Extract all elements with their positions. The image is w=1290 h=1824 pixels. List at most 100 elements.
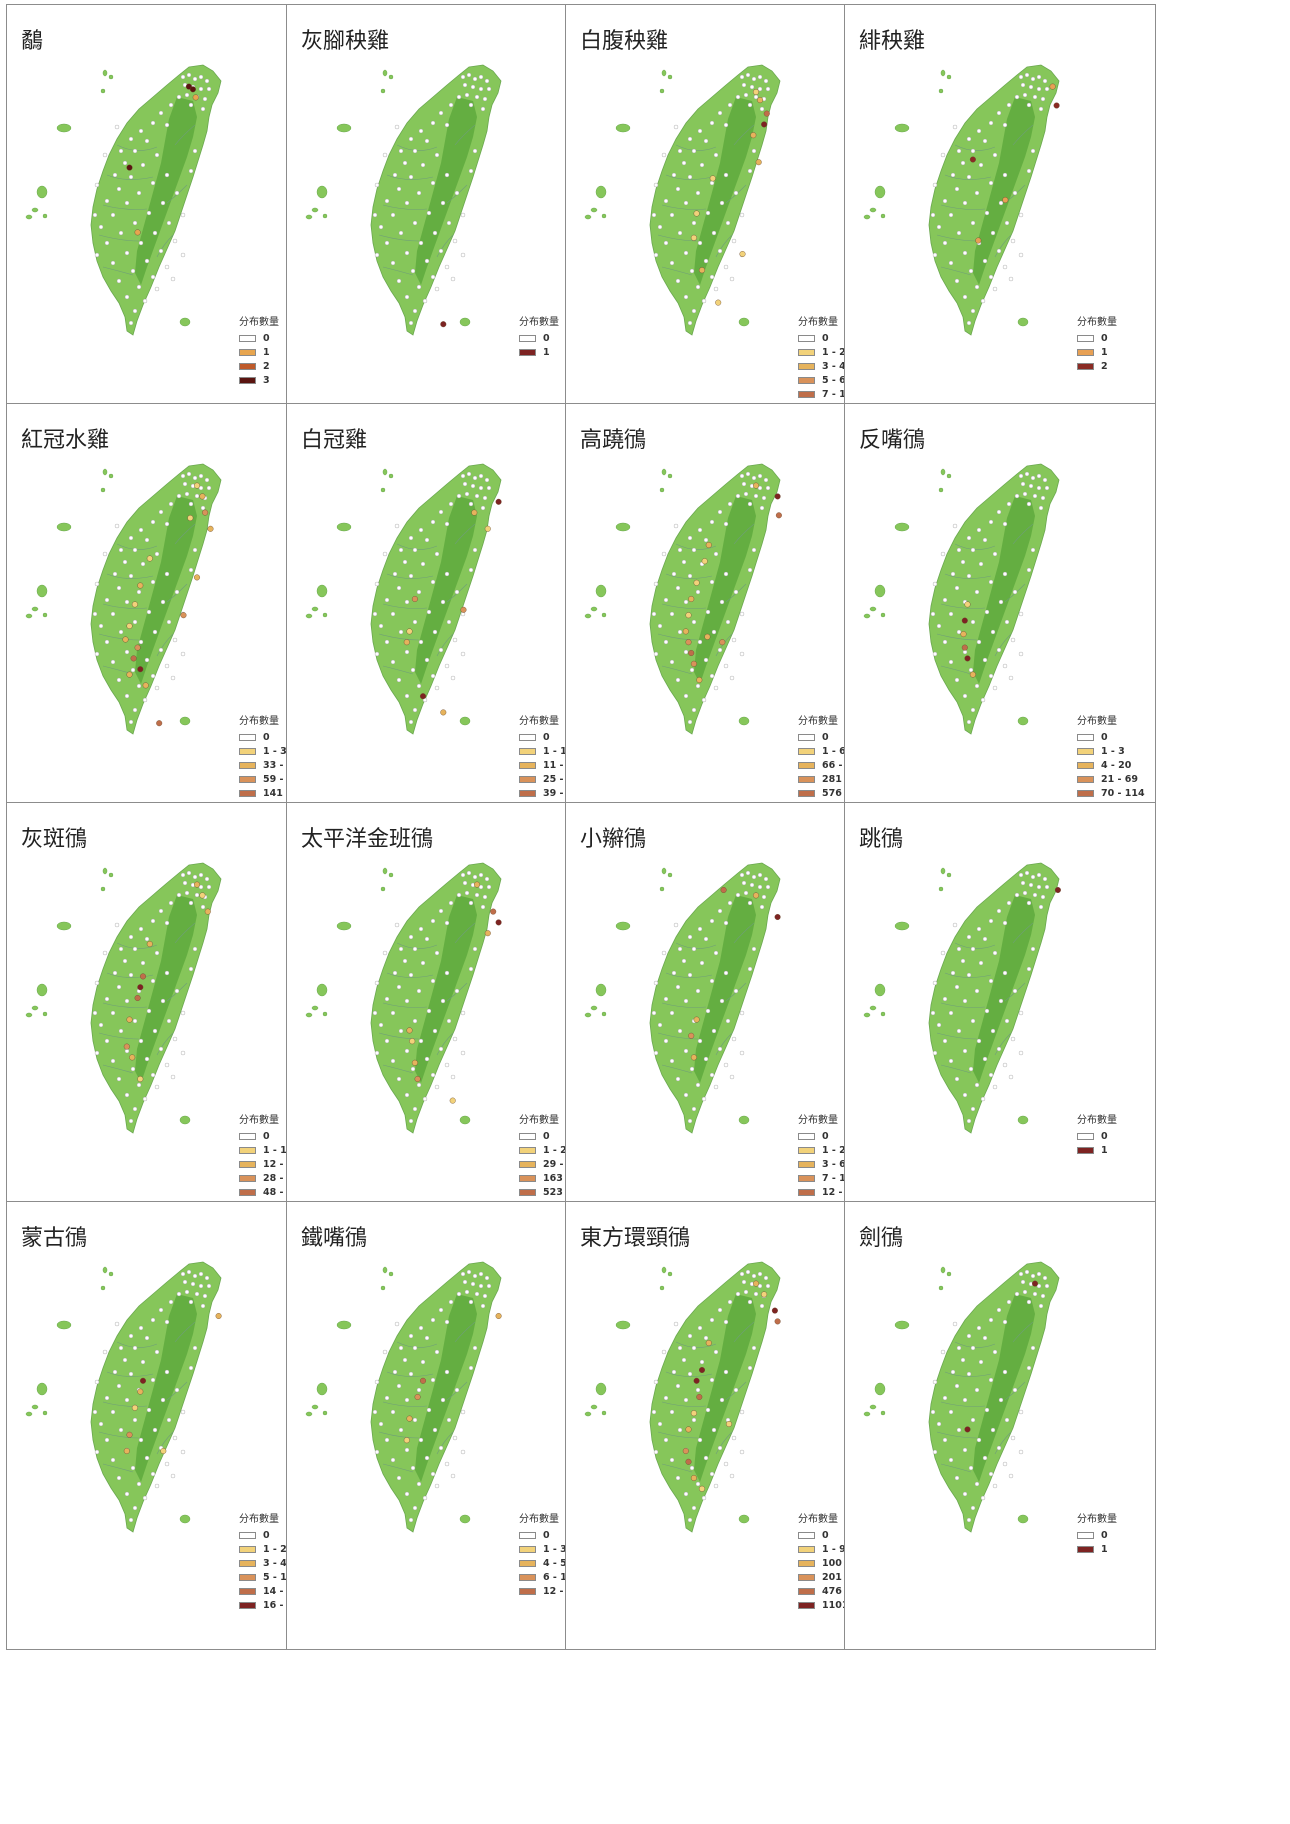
survey-station-zero	[992, 1349, 998, 1355]
survey-station-zero	[982, 537, 988, 543]
survey-station-zero	[741, 481, 747, 487]
survey-station-zero	[430, 673, 436, 679]
offshore-island	[869, 606, 877, 612]
offshore-island	[100, 1285, 106, 1291]
survey-station-zero	[154, 152, 160, 158]
survey-station-count	[701, 558, 708, 565]
survey-station-count	[682, 628, 689, 635]
survey-station-zero	[751, 946, 757, 952]
offshore-island	[380, 487, 386, 493]
survey-station-zero	[717, 1445, 723, 1451]
river-line	[944, 1371, 992, 1377]
offshore-island	[108, 473, 114, 479]
survey-station-zero	[723, 521, 729, 527]
survey-station-zero	[192, 547, 198, 553]
survey-station-zero	[202, 96, 208, 102]
river-line	[994, 1431, 1012, 1455]
river-line	[156, 234, 174, 258]
survey-station-count	[215, 1312, 222, 1319]
survey-station-zero	[747, 168, 753, 174]
survey-station-zero	[992, 286, 998, 292]
legend-swatch	[1077, 789, 1094, 797]
survey-station-zero	[751, 76, 757, 82]
survey-station-zero	[970, 619, 976, 625]
survey-station-zero	[962, 250, 968, 256]
survey-station-zero	[988, 274, 994, 280]
survey-station-zero	[98, 1421, 104, 1427]
survey-station-zero	[186, 870, 192, 876]
legend-class-label: 16 - 50	[263, 1599, 300, 1611]
survey-station-zero	[657, 224, 663, 230]
legend-swatch	[798, 1146, 815, 1154]
survey-station-zero	[378, 623, 384, 629]
survey-station-zero	[482, 1293, 488, 1299]
taiwan-map	[863, 463, 1060, 735]
survey-station-zero	[681, 1357, 687, 1363]
offshore-island	[894, 123, 910, 133]
survey-station-zero	[128, 174, 134, 180]
survey-station-zero	[172, 637, 178, 643]
offshore-island	[322, 1011, 328, 1017]
survey-station-zero	[404, 693, 410, 699]
legend-class-label: 66 - 280	[822, 759, 866, 771]
survey-station-zero	[194, 892, 200, 898]
offshore-island	[863, 613, 871, 619]
survey-station-zero	[960, 958, 966, 964]
survey-station-zero	[653, 252, 659, 258]
survey-station-zero	[739, 1010, 745, 1016]
central-mountain-range	[135, 895, 197, 1083]
survey-station-zero	[673, 1321, 679, 1327]
survey-station-count	[720, 886, 727, 893]
survey-station-zero	[206, 884, 212, 890]
survey-station-zero	[753, 493, 759, 499]
survey-station-count	[142, 682, 149, 689]
survey-station-zero	[675, 677, 681, 683]
survey-station-zero	[691, 946, 697, 952]
survey-station-zero	[420, 561, 426, 567]
survey-station-zero	[484, 477, 490, 483]
offshore-island	[311, 1404, 319, 1410]
survey-station-zero	[675, 278, 681, 284]
survey-station-zero	[988, 579, 994, 585]
survey-station-zero	[398, 946, 404, 952]
species-name-title: 鷸	[21, 29, 44, 54]
legend-swatch	[798, 1160, 815, 1168]
survey-station-zero	[118, 230, 124, 236]
survey-station-zero	[709, 1072, 715, 1078]
survey-station-count	[411, 1059, 418, 1066]
survey-station-zero	[727, 1299, 733, 1305]
survey-station-zero	[689, 1066, 695, 1072]
survey-station-count	[134, 644, 141, 651]
legend-class-label: 0	[1101, 332, 1108, 344]
survey-station-zero	[154, 1084, 160, 1090]
survey-station-zero	[116, 1383, 122, 1389]
survey-station-zero	[144, 138, 150, 144]
survey-station-count	[682, 1447, 689, 1454]
survey-station-zero	[462, 82, 468, 88]
survey-station-zero	[132, 220, 138, 226]
survey-station-zero	[472, 874, 478, 880]
survey-station-zero	[124, 998, 130, 1004]
legend-class-label: 3 - 4	[822, 360, 846, 372]
survey-station-zero	[456, 493, 462, 499]
survey-station-zero	[114, 523, 120, 529]
survey-station-zero	[980, 298, 986, 304]
survey-station-zero	[434, 685, 440, 691]
legend-class-label: 0	[822, 731, 829, 743]
river-line	[944, 174, 992, 180]
survey-station-zero	[170, 1074, 176, 1080]
survey-station-zero	[466, 72, 472, 78]
survey-station-zero	[687, 535, 693, 541]
survey-station-zero	[132, 1106, 138, 1112]
river-line	[661, 266, 693, 276]
legend-class-label: 21 - 69	[1101, 773, 1138, 785]
survey-station-zero	[164, 663, 170, 669]
survey-station-zero	[184, 1289, 190, 1295]
survey-station-zero	[430, 1377, 436, 1383]
survey-station-zero	[940, 950, 946, 956]
river-line	[102, 1463, 134, 1473]
survey-station-zero	[408, 535, 414, 541]
legend-row: 1 - 65	[798, 744, 876, 758]
survey-station-zero	[689, 268, 695, 274]
survey-station-zero	[1006, 900, 1012, 906]
